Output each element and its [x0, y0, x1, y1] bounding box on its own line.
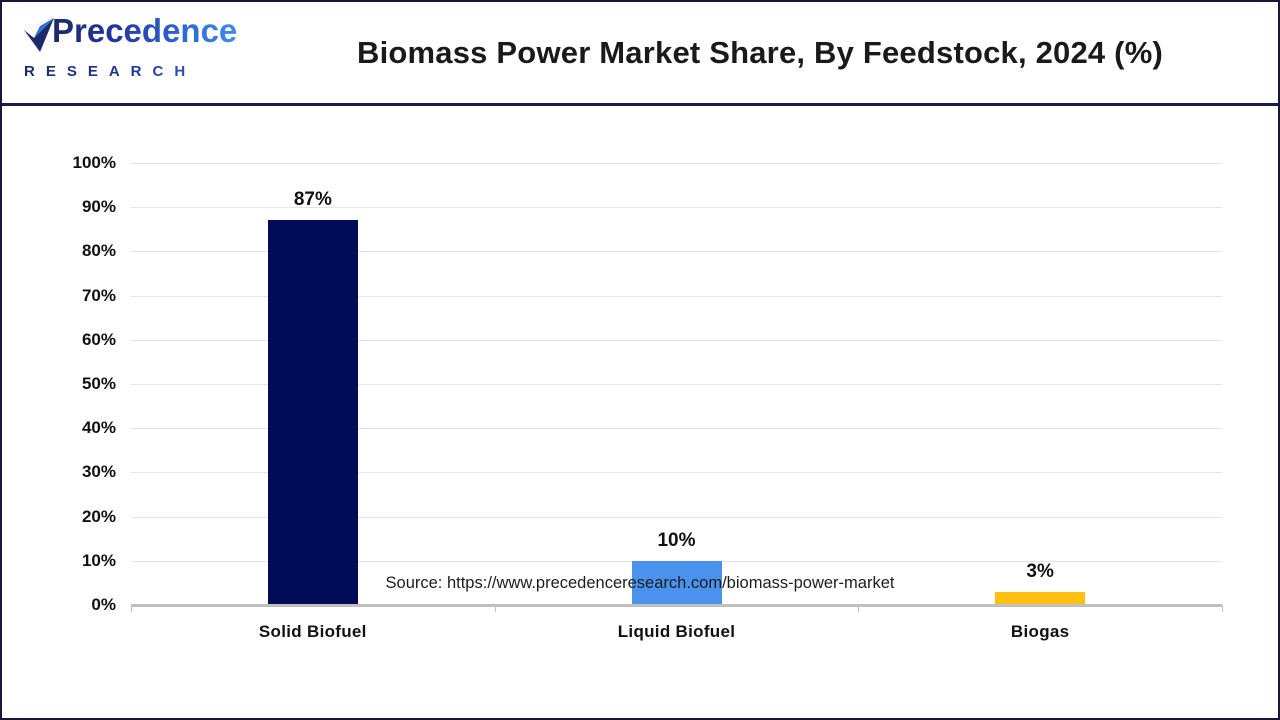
brand-logo: Precedence RESEARCH [20, 12, 238, 79]
x-axis-tick [494, 605, 496, 612]
gridline [131, 339, 1222, 341]
x-axis-tick [1222, 605, 1223, 612]
x-axis-tick [131, 605, 132, 612]
bar-biogas [995, 591, 1086, 605]
brand-name: Precedence [52, 12, 238, 49]
bar-value-label: 87% [293, 189, 332, 211]
y-axis-tick-label: 90% [81, 197, 116, 217]
gridline [131, 428, 1222, 430]
y-axis-tick-label: 30% [81, 462, 116, 482]
bar-liquid-biofuel [631, 560, 722, 605]
gridline [131, 207, 1222, 209]
y-axis-tick-label: 100% [72, 153, 116, 172]
y-axis-tick-label: 40% [81, 418, 116, 438]
x-axis-tick [858, 605, 860, 612]
y-axis-tick-label: 80% [81, 241, 116, 261]
bar-chart: 0% 10% 20% 30% 40% 50% 60% 70% 80% 90% 100% 87% Soli… [2, 109, 1278, 718]
y-axis-tick-label: 60% [81, 329, 116, 349]
bar-value-label: 10% [657, 529, 696, 551]
gridline [131, 384, 1222, 385]
source-text: Source: https://www.precedenceresearch.c… [385, 574, 895, 592]
y-axis-tick-label: 20% [81, 506, 116, 526]
y-axis-tick-label: 0% [91, 595, 116, 614]
gridline [131, 472, 1222, 474]
gridline [131, 516, 1222, 518]
y-axis-tick-label: 50% [81, 374, 116, 393]
x-axis-category-label: Biogas [1010, 622, 1070, 641]
paper-plane-icon [20, 16, 58, 60]
y-axis-tick-label: 70% [81, 285, 116, 305]
y-axis-tick-label: 10% [81, 550, 116, 570]
gridline [131, 295, 1222, 297]
brand-subtitle: RESEARCH [24, 64, 235, 79]
bar-solid-biofuel [267, 220, 358, 605]
x-axis-line [131, 604, 1222, 607]
x-axis-category-label: Liquid Biofuel [617, 622, 736, 641]
gridline [131, 251, 1222, 253]
page-title: Biomass Power Market Share, By Feedstock… [357, 34, 1163, 70]
gridline [131, 163, 1222, 164]
x-axis-category-label: Solid Biofuel [258, 622, 367, 641]
bar-value-label: 3% [1026, 560, 1054, 582]
header: Precedence RESEARCH Biomass Power Market… [2, 2, 1278, 106]
